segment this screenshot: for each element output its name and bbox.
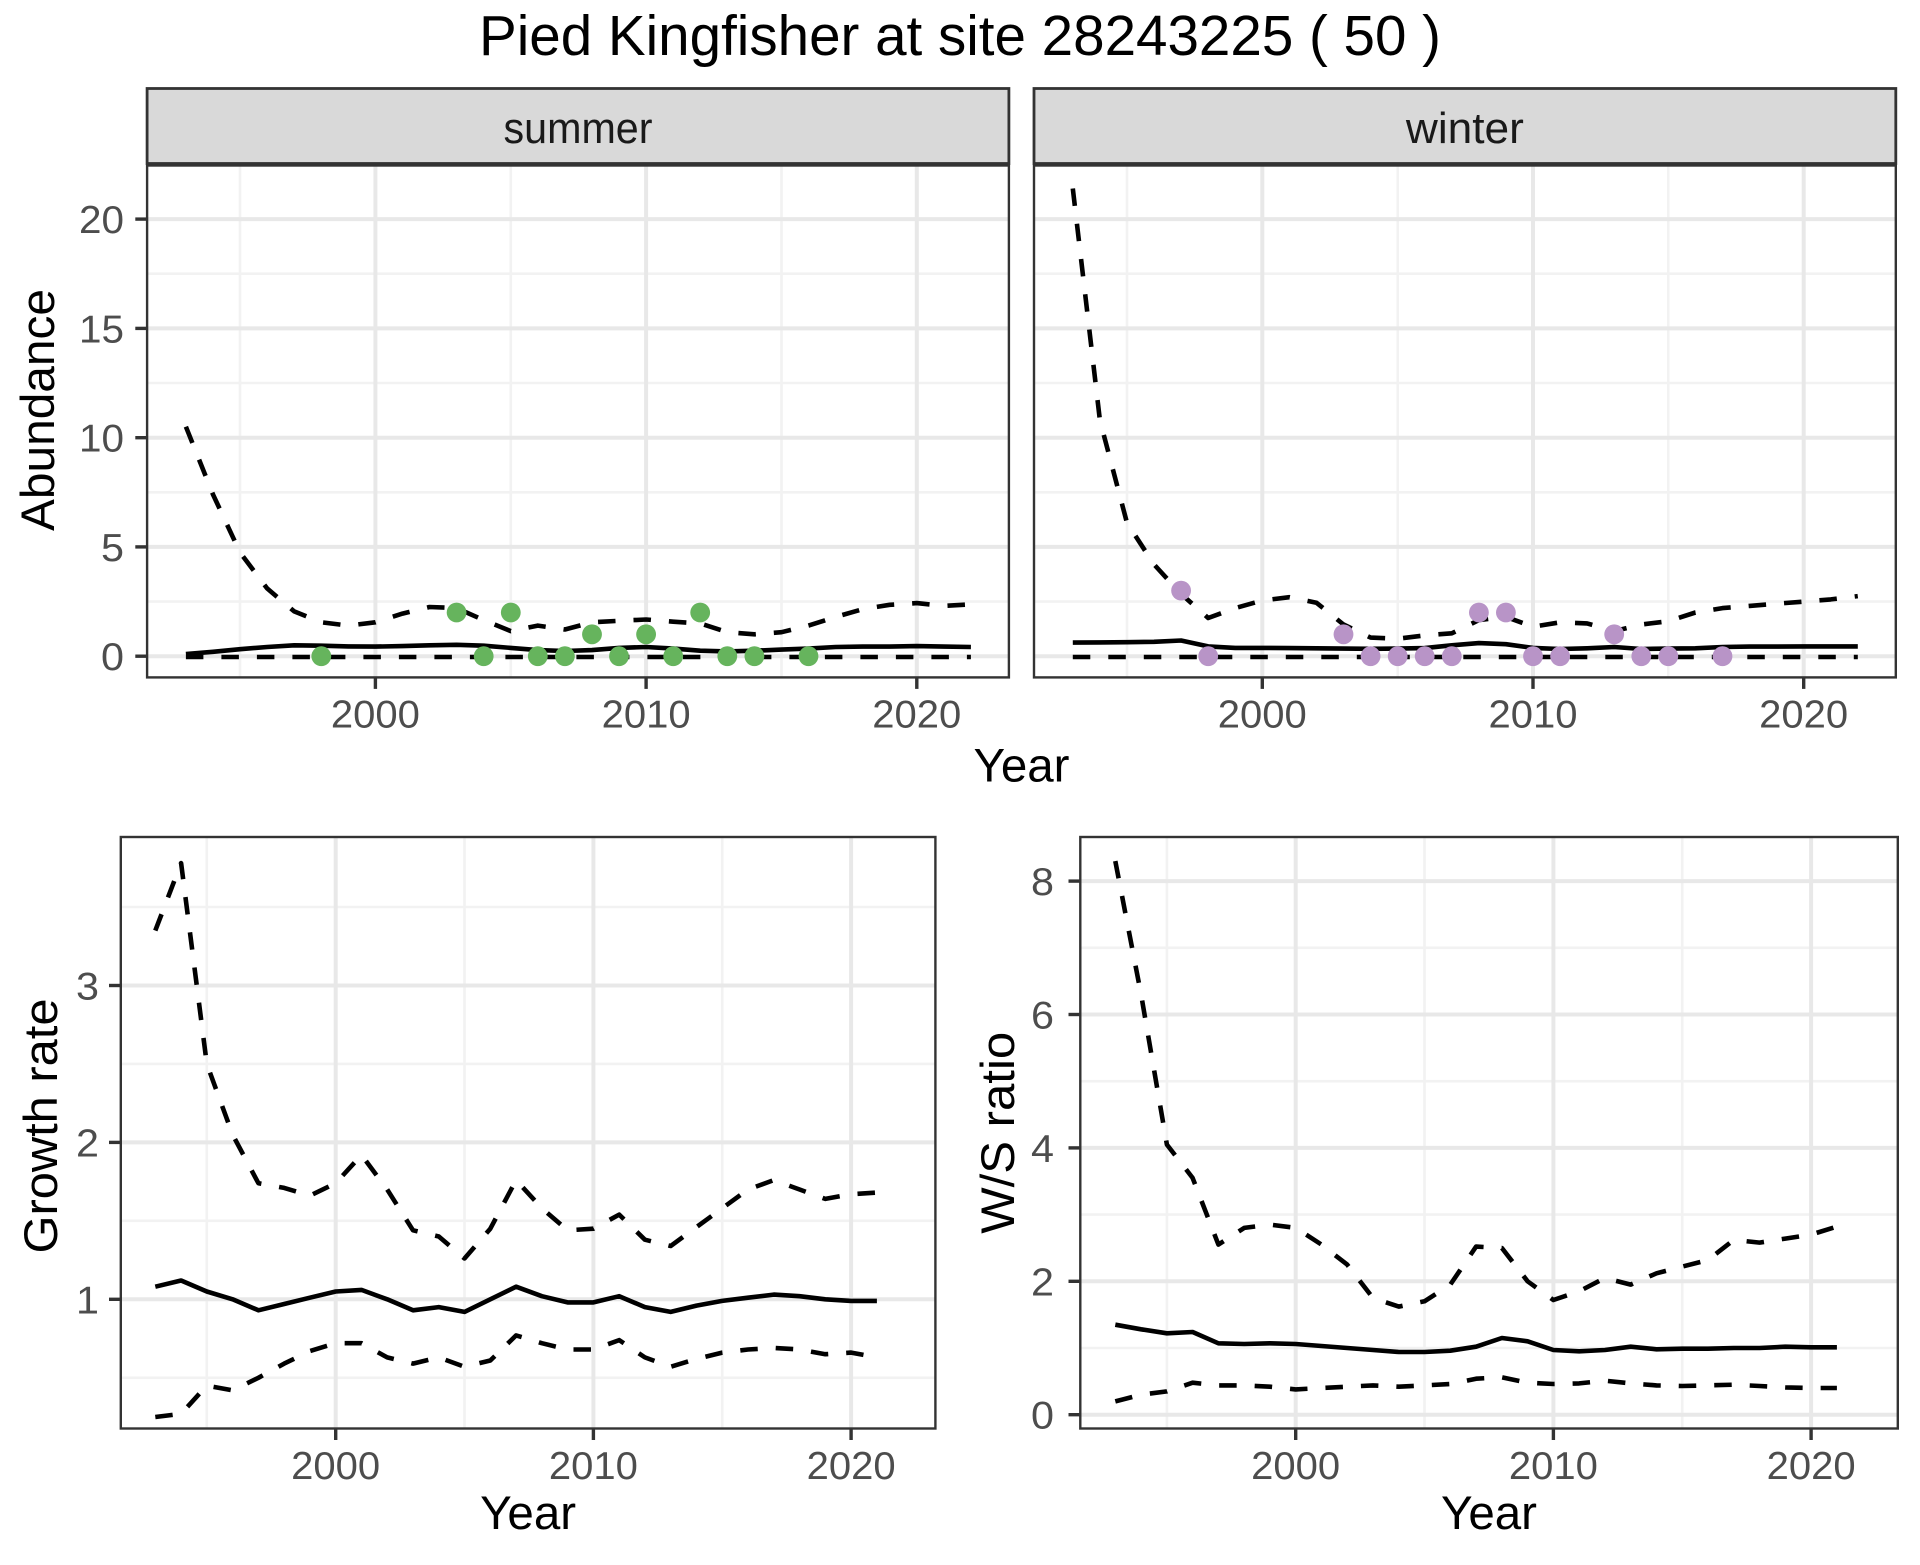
- svg-text:Abundance: Abundance: [11, 289, 64, 531]
- svg-text:1: 1: [76, 1279, 99, 1322]
- svg-text:winter: winter: [1405, 104, 1524, 153]
- svg-text:8: 8: [1031, 861, 1054, 904]
- svg-text:Growth rate: Growth rate: [14, 999, 67, 1254]
- svg-text:Year: Year: [480, 1486, 576, 1539]
- svg-text:2020: 2020: [1759, 694, 1848, 737]
- svg-text:0: 0: [1031, 1395, 1054, 1438]
- svg-text:W/S ratio: W/S ratio: [971, 1032, 1024, 1234]
- svg-text:6: 6: [1031, 995, 1054, 1038]
- svg-text:2010: 2010: [602, 694, 691, 737]
- svg-text:2000: 2000: [1251, 1445, 1340, 1488]
- svg-text:10: 10: [79, 418, 124, 461]
- svg-text:0: 0: [101, 636, 124, 679]
- svg-text:2010: 2010: [1489, 694, 1578, 737]
- svg-text:5: 5: [101, 527, 124, 570]
- svg-text:2: 2: [76, 1122, 99, 1165]
- svg-text:Pied Kingfisher at site 282432: Pied Kingfisher at site 28243225 ( 50 ): [479, 4, 1441, 68]
- svg-text:15: 15: [79, 308, 124, 351]
- svg-text:2010: 2010: [549, 1445, 638, 1488]
- svg-text:2020: 2020: [872, 694, 961, 737]
- svg-text:3: 3: [76, 966, 99, 1009]
- svg-text:20: 20: [79, 199, 124, 242]
- svg-text:2020: 2020: [1767, 1445, 1856, 1488]
- svg-text:2000: 2000: [331, 694, 420, 737]
- svg-text:summer: summer: [504, 104, 653, 153]
- svg-text:Year: Year: [1441, 1486, 1537, 1539]
- svg-text:2010: 2010: [1509, 1445, 1598, 1488]
- svg-text:2000: 2000: [1218, 694, 1307, 737]
- svg-text:Year: Year: [974, 739, 1070, 792]
- svg-text:4: 4: [1031, 1128, 1054, 1171]
- svg-text:2020: 2020: [807, 1445, 896, 1488]
- svg-text:2000: 2000: [291, 1445, 380, 1488]
- svg-text:2: 2: [1031, 1261, 1054, 1304]
